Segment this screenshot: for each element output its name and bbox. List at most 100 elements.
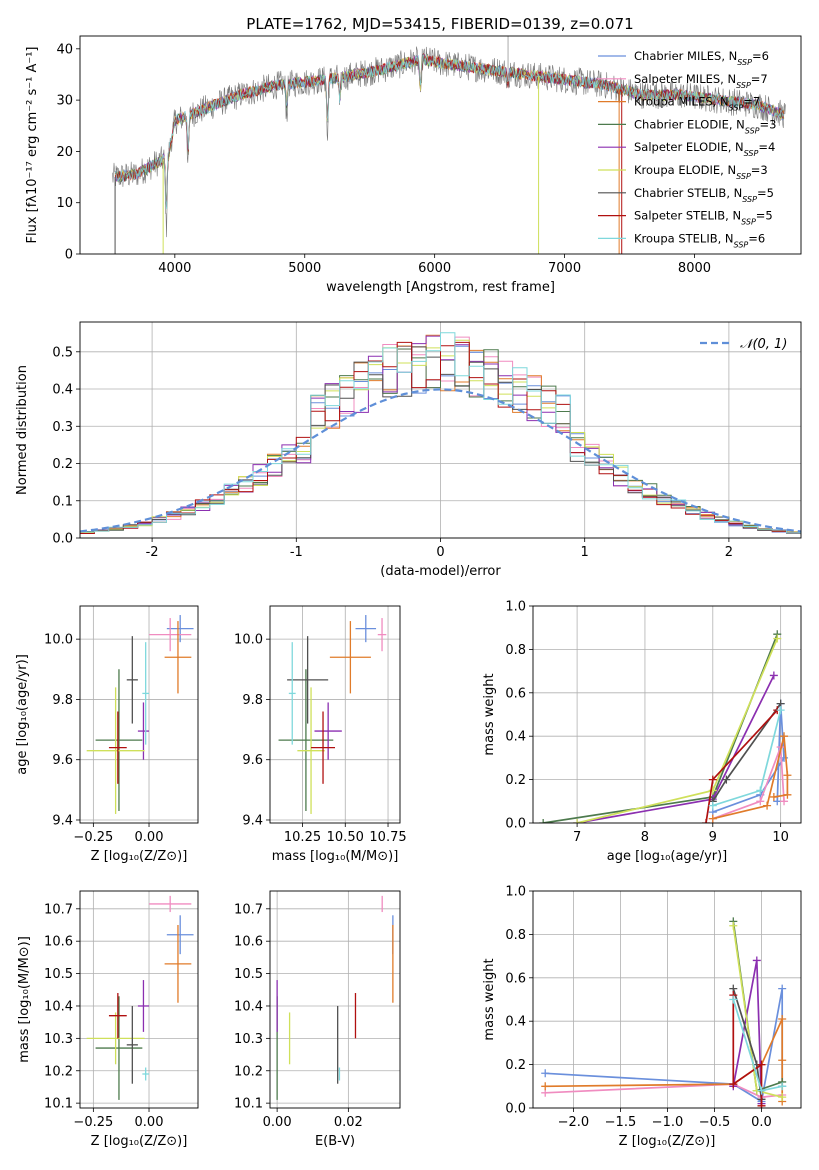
legend-entry: Kroupa ELODIE, NSSP=3 bbox=[634, 163, 768, 181]
x-tick-label: 10.50 bbox=[327, 830, 364, 845]
weight-marker-salpeter_miles bbox=[780, 797, 789, 806]
x-tick-label: 1 bbox=[581, 545, 589, 560]
weight-marker-salpeter_stelib bbox=[757, 1101, 766, 1108]
x-tick-label: 8 bbox=[641, 830, 649, 845]
weight-marker-kroupa_stelib bbox=[757, 1086, 766, 1095]
y-axis-label: age [log₁₀(age/yr)] bbox=[15, 654, 30, 775]
x-tick-label: 10 bbox=[772, 830, 789, 845]
plot-residuals bbox=[80, 332, 801, 536]
plot-z-mass bbox=[86, 895, 194, 1100]
weight-marker-kroupa_stelib bbox=[778, 1082, 787, 1091]
x-tick-label: −0.5 bbox=[699, 1115, 731, 1130]
axes-frame bbox=[269, 605, 401, 824]
y-tick-label: 0.2 bbox=[505, 1058, 526, 1073]
y-tick-label: 10.6 bbox=[234, 935, 263, 950]
x-axis-label: Z [log₁₀(Z/Z⊙)] bbox=[619, 1134, 716, 1149]
y-axis-label: mass weight bbox=[482, 673, 497, 755]
legend-entry: Salpeter STELIB, NSSP=5 bbox=[634, 209, 773, 227]
axes-frame bbox=[79, 321, 802, 539]
y-tick-label: 1.0 bbox=[505, 600, 526, 615]
y-tick-label: 0.8 bbox=[505, 928, 526, 943]
x-tick-label: 7 bbox=[573, 830, 581, 845]
y-tick-label: 0.2 bbox=[52, 457, 73, 472]
y-tick-label: 0.4 bbox=[52, 383, 73, 398]
y-tick-label: 0.8 bbox=[505, 643, 526, 658]
x-tick-label: 10.25 bbox=[284, 830, 321, 845]
axes-frame bbox=[269, 890, 401, 1109]
axes-frame bbox=[532, 605, 802, 824]
grid-z-age bbox=[80, 606, 198, 823]
weight-marker-kroupa_elodie bbox=[573, 819, 582, 823]
axes-frame bbox=[79, 890, 199, 1109]
weight-marker-kroupa_miles bbox=[778, 1056, 787, 1065]
plot-mass-age bbox=[278, 615, 387, 814]
legend-entry: Chabrier STELIB, NSSP=5 bbox=[634, 186, 774, 204]
y-tick-label: 10.6 bbox=[44, 935, 73, 950]
weight-marker-salpeter_stelib bbox=[729, 1080, 738, 1089]
panel-spectrum: 4000 5000 6000 7000 8000 0 10 20 30 40 wavelength … bbox=[25, 35, 802, 295]
weight-marker-chabrier_miles bbox=[541, 1069, 550, 1078]
legend-entry: Kroupa MILES, NSSP=7 bbox=[634, 95, 760, 113]
weight-marker-kroupa_miles bbox=[778, 1015, 787, 1024]
y-tick-label: 10.1 bbox=[234, 1097, 263, 1112]
y-axis-label: mass [log₁₀(M/M⊙)] bbox=[17, 936, 32, 1063]
x-tick-label: 4000 bbox=[158, 261, 191, 276]
axes-frame bbox=[79, 605, 199, 824]
x-tick-label: 0.02 bbox=[334, 1115, 363, 1130]
weight-marker-salpeter_elodie bbox=[752, 956, 761, 965]
legend-entry: Salpeter MILES, NSSP=7 bbox=[634, 72, 768, 90]
spectrum-model-kroupa_stelib bbox=[114, 53, 785, 210]
x-tick-label: 0.00 bbox=[135, 1115, 164, 1130]
x-tick-label: 8000 bbox=[678, 261, 711, 276]
x-tick-label: 6000 bbox=[418, 261, 451, 276]
y-axis-label: Flux [fλ10⁻¹⁷ erg cm⁻² s⁻¹ A⁻¹] bbox=[25, 47, 40, 244]
x-tick-label: 0.00 bbox=[263, 1115, 292, 1130]
weight-line-salpeter_miles bbox=[712, 746, 785, 820]
plot-ebv-mass bbox=[276, 895, 394, 1100]
y-tick-label: 0.6 bbox=[505, 686, 526, 701]
grid-mass-age bbox=[270, 606, 400, 823]
panel-ebv-mass: 0.00 0.02 10.1 10.2 10.3 10.4 10.5 10.6 10.7 E(B-… bbox=[234, 890, 401, 1149]
y-tick-label: 10.4 bbox=[44, 999, 73, 1014]
weight-marker-kroupa_elodie bbox=[773, 634, 782, 643]
plot-spectrum bbox=[112, 36, 786, 254]
legend-entry: Chabrier ELODIE, NSSP=3 bbox=[634, 117, 776, 135]
y-tick-label: 10.5 bbox=[44, 967, 73, 982]
weight-marker-kroupa_miles bbox=[783, 771, 792, 780]
y-tick-label: 0.3 bbox=[52, 420, 73, 435]
axes-frame bbox=[532, 890, 802, 1109]
x-tick-label: −0.25 bbox=[73, 1115, 113, 1130]
x-tick-label: 7000 bbox=[548, 261, 581, 276]
weight-marker-kroupa_miles bbox=[769, 792, 778, 801]
x-tick-label: 5000 bbox=[288, 261, 321, 276]
x-tick-label: −2.0 bbox=[558, 1115, 590, 1130]
y-axis-label: Normed distribution bbox=[15, 365, 30, 495]
x-tick-label: -2 bbox=[146, 545, 159, 560]
x-axis-label: wavelength [Angstrom, rest frame] bbox=[326, 280, 555, 295]
weight-marker-kroupa_miles bbox=[708, 814, 717, 823]
panel-z-weight: −2.0 −1.5 −1.0 −0.5 0.0 0.0 0.2 0.4 0.6 0.8 1.0 Z [… bbox=[482, 885, 802, 1149]
y-tick-label: 0.1 bbox=[52, 494, 73, 509]
x-tick-label: 2 bbox=[725, 545, 733, 560]
x-axis-label: E(B-V) bbox=[315, 1134, 355, 1149]
y-tick-label: 40 bbox=[56, 42, 73, 57]
figure-title: PLATE=1762, MJD=53415, FIBERID=0139, z=0… bbox=[246, 15, 633, 33]
x-tick-label: -1 bbox=[290, 545, 303, 560]
panel-residuals: -2 -1 0 1 2 0.0 0.1 0.2 0.3 0.4 0.5 (data-model)/er… bbox=[15, 321, 802, 579]
y-tick-label: 9.4 bbox=[52, 813, 73, 828]
y-tick-label: 1.0 bbox=[505, 885, 526, 900]
weight-marker-kroupa_miles bbox=[541, 1082, 550, 1091]
panel-z-mass: −0.25 0.00 10.1 10.2 10.3 10.4 10.5 10.6 10.7 Z [… bbox=[17, 890, 199, 1149]
x-tick-label: −0.25 bbox=[73, 830, 113, 845]
y-tick-label: 10.0 bbox=[234, 633, 263, 648]
weight-marker-salpeter_stelib bbox=[708, 775, 717, 784]
weight-marker-kroupa_stelib bbox=[729, 995, 738, 1004]
y-tick-label: 20 bbox=[56, 145, 73, 160]
y-tick-label: 10.0 bbox=[44, 633, 73, 648]
y-tick-label: 10.3 bbox=[234, 1032, 263, 1047]
weight-marker-kroupa_elodie bbox=[778, 1093, 787, 1102]
legend-entry: Kroupa STELIB, NSSP=6 bbox=[634, 231, 765, 249]
x-tick-label: 0 bbox=[436, 545, 444, 560]
histogram-kroupa_stelib bbox=[80, 332, 801, 534]
weight-marker-chabrier_miles bbox=[773, 797, 782, 806]
